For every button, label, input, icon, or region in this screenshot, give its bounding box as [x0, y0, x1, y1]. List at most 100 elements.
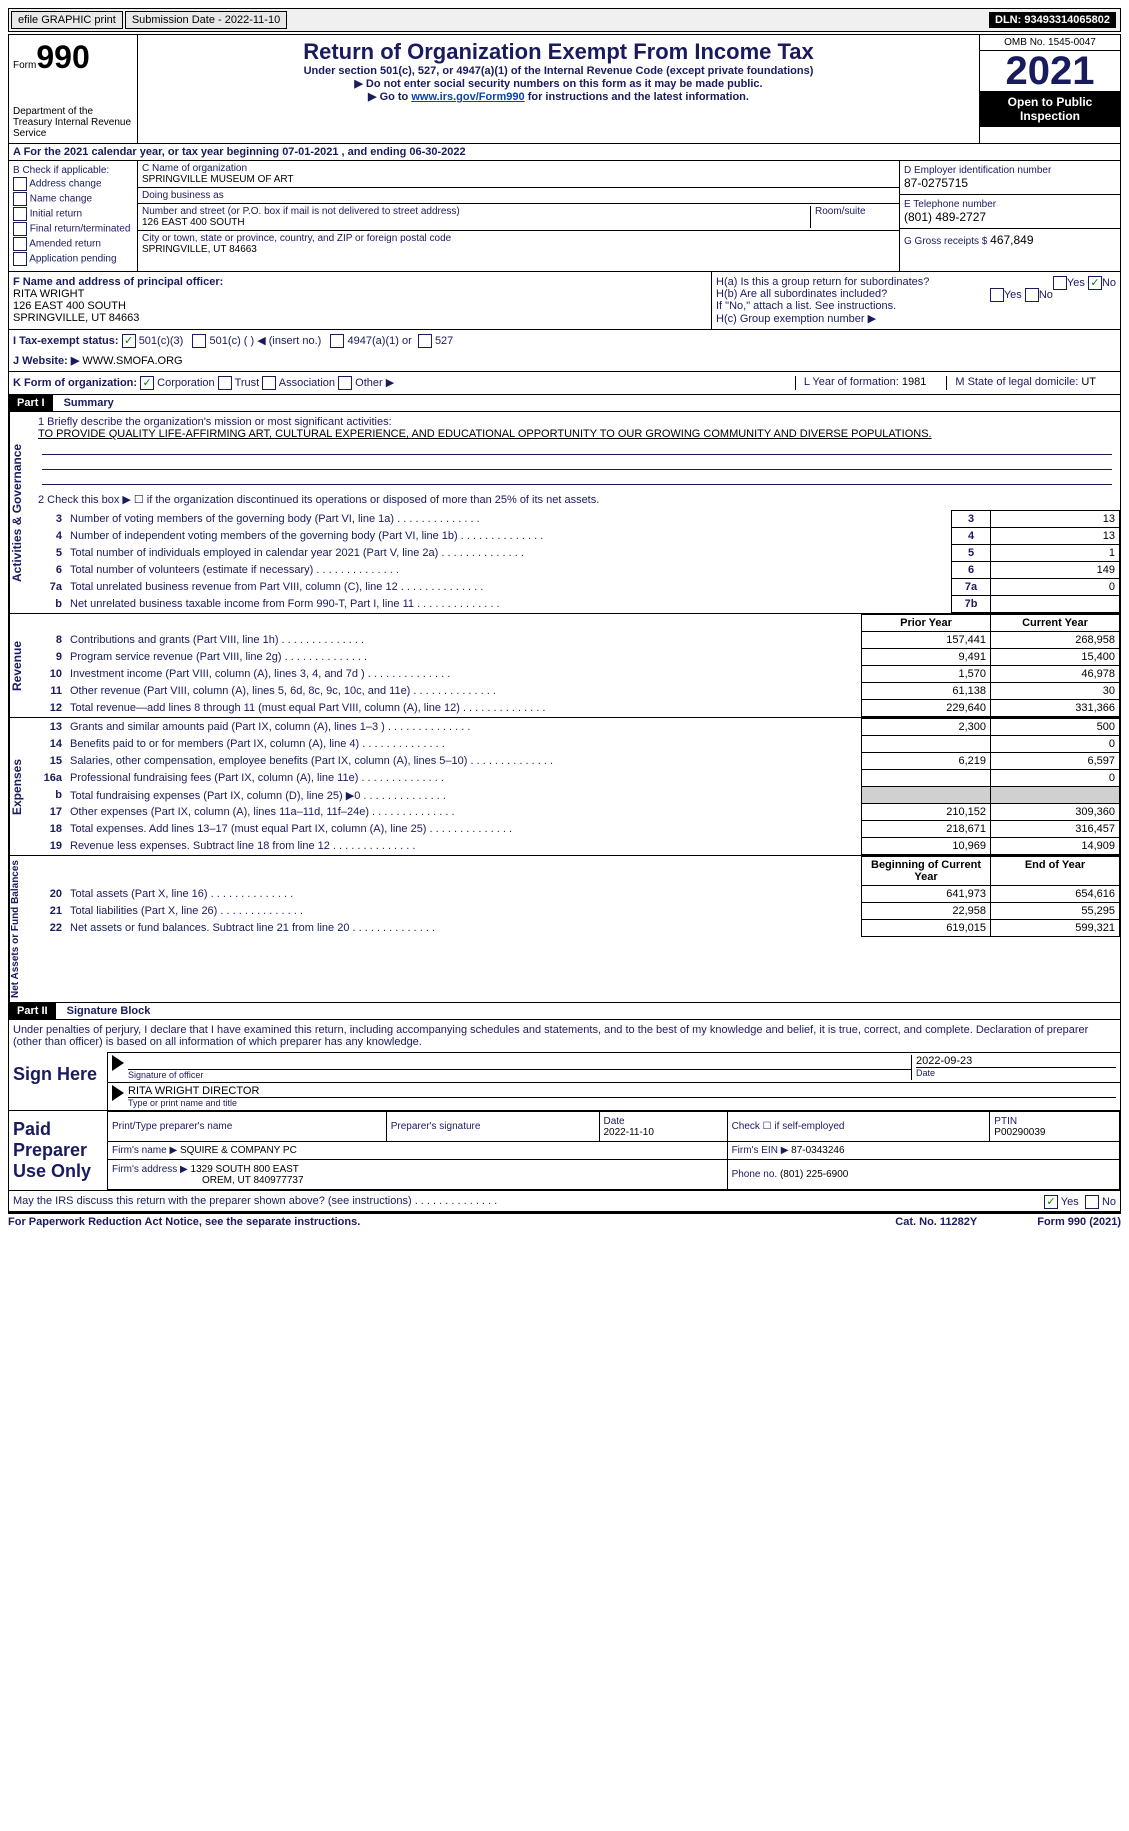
i-opt1: 501(c)(3)	[139, 335, 184, 347]
side-governance: Activities & Governance	[9, 412, 34, 613]
inspection-label: Open to Public Inspection	[980, 91, 1120, 127]
cb-trust[interactable]	[218, 376, 232, 390]
efile-button[interactable]: efile GRAPHIC print	[11, 11, 123, 29]
goto-pre: ▶ Go to	[368, 91, 411, 103]
line-num: 19	[34, 838, 66, 855]
part2-header: Part II	[9, 1003, 56, 1019]
cb-amended[interactable]	[13, 237, 27, 251]
city-value: SPRINGVILLE, UT 84663	[142, 244, 895, 255]
line-desc: Total liabilities (Part X, line 26)	[66, 903, 862, 920]
b-opt-1: Name change	[30, 194, 92, 205]
shaded-cell	[991, 787, 1120, 804]
gross-label: G Gross receipts $	[904, 236, 987, 247]
hb-yes: Yes	[1004, 289, 1022, 301]
cb-discuss-no[interactable]	[1085, 1195, 1099, 1209]
current-value: 0	[991, 736, 1120, 753]
firm-city-value: OREM, UT 840977737	[202, 1175, 304, 1186]
cb-501c[interactable]	[192, 334, 206, 348]
f-label: F Name and address of principal officer:	[13, 276, 223, 288]
blank-line	[42, 440, 1112, 455]
hb-label: H(b) Are all subordinates included?	[716, 288, 887, 300]
line-desc: Total expenses. Add lines 13–17 (must eq…	[66, 821, 862, 838]
line-num: 14	[34, 736, 66, 753]
k-label: K Form of organization:	[13, 377, 137, 389]
current-value: 331,366	[991, 700, 1120, 717]
prior-value: 619,015	[862, 920, 991, 937]
current-value: 268,958	[991, 632, 1120, 649]
cb-corp[interactable]	[140, 376, 154, 390]
k-opt3: Other ▶	[355, 377, 394, 389]
footer-left: For Paperwork Reduction Act Notice, see …	[8, 1216, 360, 1228]
governance-table: 3 Number of voting members of the govern…	[34, 510, 1120, 613]
cb-ha-no[interactable]	[1088, 276, 1102, 290]
year-box: OMB No. 1545-0047 2021 Open to Public In…	[979, 35, 1120, 143]
cb-hb-yes[interactable]	[990, 288, 1004, 302]
hc-label: H(c) Group exemption number ▶	[716, 312, 1116, 325]
line-num: 9	[34, 649, 66, 666]
current-value: 46,978	[991, 666, 1120, 683]
cb-name-change[interactable]	[13, 192, 27, 206]
irs-link[interactable]: www.irs.gov/Form990	[411, 91, 524, 103]
line-desc: Program service revenue (Part VIII, line…	[66, 649, 862, 666]
part2-header-row: Part II Signature Block	[8, 1003, 1121, 1020]
firm-ein-value: 87-0343246	[791, 1145, 844, 1156]
part1-revenue: Revenue Prior Year Current Year8 Contrib…	[8, 614, 1121, 718]
current-value: 316,457	[991, 821, 1120, 838]
website-value: WWW.SMOFA.ORG	[82, 355, 182, 367]
line-num: 4	[34, 528, 66, 545]
prior-value	[862, 736, 991, 753]
sig-officer-label: Signature of officer	[128, 1069, 911, 1080]
officer-name: RITA WRIGHT	[13, 288, 707, 300]
cb-501c3[interactable]	[122, 334, 136, 348]
cb-4947[interactable]	[330, 334, 344, 348]
cb-hb-no[interactable]	[1025, 288, 1039, 302]
cb-assoc[interactable]	[262, 376, 276, 390]
part1-netassets: Net Assets or Fund Balances Beginning of…	[8, 856, 1121, 1003]
cb-other[interactable]	[338, 376, 352, 390]
current-value: 0	[991, 770, 1120, 787]
dln: DLN: 93493314065802	[989, 12, 1116, 28]
i-opt4: 527	[435, 335, 453, 347]
arrow-icon	[112, 1055, 124, 1071]
cb-application[interactable]	[13, 252, 27, 266]
phone-value: (801) 225-6900	[780, 1169, 848, 1180]
sig-date-value: 2022-09-23	[916, 1055, 1116, 1067]
line-box: 7b	[952, 596, 991, 613]
l-value: 1981	[902, 376, 926, 388]
line-num: 5	[34, 545, 66, 562]
line-box: 4	[952, 528, 991, 545]
line-desc: Revenue less expenses. Subtract line 18 …	[66, 838, 862, 855]
line-num: 8	[34, 632, 66, 649]
line-desc: Total unrelated business revenue from Pa…	[66, 579, 952, 596]
line-num: b	[34, 596, 66, 613]
cb-discuss-yes[interactable]	[1044, 1195, 1058, 1209]
cb-ha-yes[interactable]	[1053, 276, 1067, 290]
cb-address-change[interactable]	[13, 177, 27, 191]
cb-final-return[interactable]	[13, 222, 27, 236]
b-opt-5: Application pending	[29, 254, 116, 265]
firm-name-label: Firm's name ▶	[112, 1145, 177, 1156]
firm-addr-label: Firm's address ▶	[112, 1164, 188, 1175]
sig-date-label: Date	[916, 1067, 1116, 1078]
prep-date-value: 2022-11-10	[604, 1127, 654, 1138]
officer-addr1: 126 EAST 400 SOUTH	[13, 300, 707, 312]
line-desc: Benefits paid to or for members (Part IX…	[66, 736, 862, 753]
section-b: B Check if applicable: Address change Na…	[9, 161, 138, 271]
cb-527[interactable]	[418, 334, 432, 348]
b-label: B Check if applicable:	[13, 165, 133, 176]
line-desc: Number of independent voting members of …	[66, 528, 952, 545]
gross-value: 467,849	[990, 233, 1033, 247]
current-value: 6,597	[991, 753, 1120, 770]
dept-label: Department of the Treasury Internal Reve…	[13, 106, 133, 139]
current-value: 654,616	[991, 886, 1120, 903]
cb-initial-return[interactable]	[13, 207, 27, 221]
k-opt0: Corporation	[157, 377, 214, 389]
current-value: 30	[991, 683, 1120, 700]
line-desc: Total fundraising expenses (Part IX, col…	[66, 787, 862, 804]
firm-addr-value: 1329 SOUTH 800 EAST	[191, 1164, 299, 1175]
current-value: 14,909	[991, 838, 1120, 855]
room-label: Room/suite	[810, 206, 895, 228]
ha-label: H(a) Is this a group return for subordin…	[716, 276, 929, 288]
prior-value: 61,138	[862, 683, 991, 700]
i-opt2: 501(c) ( ) ◀ (insert no.)	[210, 335, 322, 347]
